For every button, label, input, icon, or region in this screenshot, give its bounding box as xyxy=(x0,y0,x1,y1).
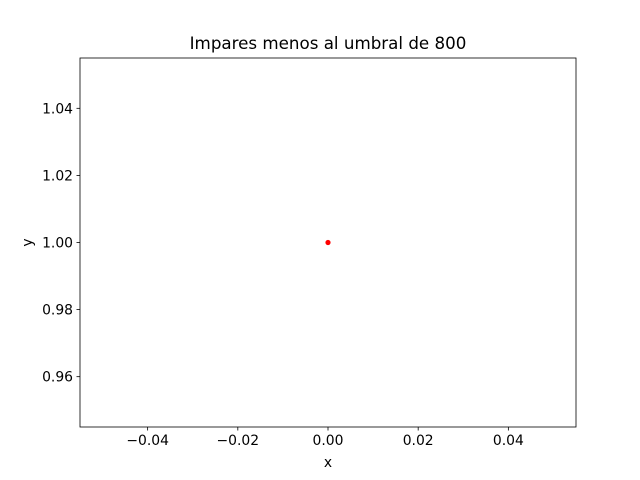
x-tick-label: 0.00 xyxy=(313,433,344,449)
x-axis-label: x xyxy=(324,455,332,471)
x-tick-label: 0.02 xyxy=(403,433,434,449)
x-tick-label: −0.02 xyxy=(217,433,260,449)
y-tick-label: 1.04 xyxy=(42,101,73,117)
y-tick-label: 0.96 xyxy=(42,370,73,386)
y-tick-label: 1.00 xyxy=(42,236,73,252)
chart-title: Impares menos al umbral de 800 xyxy=(190,33,467,53)
y-axis-ticks: 0.96 0.98 1.00 1.02 1.04 xyxy=(42,101,80,386)
x-tick-label: −0.04 xyxy=(126,433,169,449)
data-points xyxy=(325,239,331,246)
data-point xyxy=(325,239,331,246)
y-tick-label: 0.98 xyxy=(42,303,73,319)
x-tick-label: 0.04 xyxy=(493,433,524,449)
plot-frame xyxy=(79,57,577,428)
x-axis-ticks: −0.04 −0.02 0.00 0.02 0.04 xyxy=(126,427,524,449)
y-tick-label: 1.02 xyxy=(42,168,73,184)
y-axis-label: y xyxy=(20,238,36,246)
